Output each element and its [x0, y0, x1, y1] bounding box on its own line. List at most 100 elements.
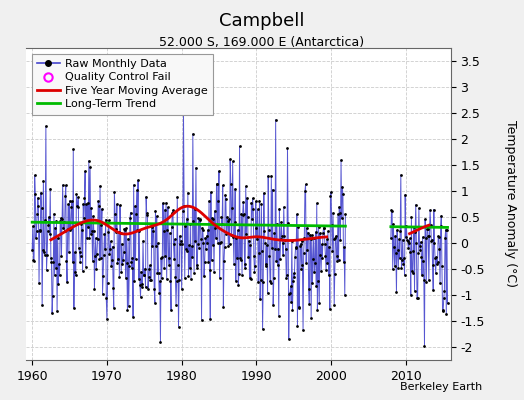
Point: [63, 279, 71, 286]
Point: [218, 220, 226, 227]
Point: [251, 263, 259, 269]
Point: [389, 221, 398, 227]
Point: [204, 258, 213, 265]
Point: [269, 275, 278, 281]
Point: [288, 306, 297, 313]
Point: [434, 234, 443, 240]
Point: [272, 221, 281, 227]
Point: [416, 247, 424, 254]
Point: [124, 236, 132, 242]
Point: [72, 272, 80, 279]
Point: [186, 221, 194, 227]
Point: [339, 191, 347, 197]
Point: [228, 158, 237, 164]
Point: [435, 246, 444, 252]
Point: [134, 177, 142, 184]
Point: [198, 224, 206, 231]
Point: [215, 274, 224, 281]
Point: [115, 274, 124, 280]
Point: [216, 240, 224, 246]
Point: [244, 254, 253, 260]
Point: [222, 231, 231, 238]
Point: [82, 201, 91, 208]
Point: [90, 228, 98, 234]
Point: [287, 283, 295, 290]
Point: [323, 236, 331, 242]
Point: [69, 146, 78, 152]
Point: [290, 274, 299, 280]
Point: [167, 307, 175, 314]
Point: [205, 198, 213, 204]
Point: [118, 261, 127, 267]
Point: [278, 233, 286, 240]
Point: [257, 200, 266, 207]
Point: [116, 230, 125, 236]
Point: [254, 206, 262, 213]
Point: [229, 234, 237, 240]
Point: [220, 258, 228, 264]
Point: [114, 256, 122, 262]
Point: [174, 323, 183, 330]
Point: [85, 158, 93, 164]
Point: [212, 234, 220, 241]
Point: [191, 238, 200, 244]
Point: [272, 258, 280, 264]
Point: [397, 264, 406, 271]
Point: [246, 242, 254, 248]
Point: [103, 316, 111, 322]
Point: [201, 235, 210, 242]
Point: [260, 228, 269, 234]
Point: [419, 234, 427, 240]
Point: [324, 272, 333, 278]
Point: [340, 259, 348, 266]
Point: [274, 262, 282, 269]
Point: [322, 267, 330, 274]
Point: [56, 272, 64, 278]
Point: [390, 263, 399, 270]
Point: [147, 277, 155, 283]
Point: [325, 306, 334, 312]
Point: [215, 168, 223, 174]
Point: [239, 198, 247, 205]
Point: [261, 239, 269, 246]
Point: [145, 274, 153, 280]
Point: [320, 224, 328, 231]
Point: [141, 284, 150, 290]
Point: [281, 236, 289, 243]
Point: [304, 286, 313, 293]
Point: [256, 296, 264, 303]
Point: [143, 212, 151, 218]
Point: [270, 230, 279, 236]
Point: [48, 310, 56, 317]
Point: [248, 216, 256, 222]
Point: [401, 191, 409, 198]
Point: [130, 203, 139, 210]
Point: [172, 302, 180, 308]
Point: [126, 210, 135, 216]
Point: [289, 278, 297, 284]
Point: [195, 216, 204, 222]
Point: [314, 224, 323, 230]
Point: [50, 272, 59, 278]
Point: [254, 279, 263, 286]
Point: [37, 205, 46, 211]
Point: [44, 221, 52, 228]
Point: [387, 207, 396, 213]
Point: [118, 241, 126, 248]
Point: [80, 214, 88, 221]
Point: [258, 248, 266, 254]
Point: [59, 182, 67, 188]
Point: [42, 123, 50, 129]
Point: [99, 272, 107, 279]
Point: [155, 270, 163, 276]
Point: [416, 242, 424, 249]
Point: [158, 254, 167, 260]
Point: [168, 210, 177, 217]
Point: [337, 215, 346, 221]
Point: [407, 292, 415, 298]
Point: [136, 282, 144, 288]
Point: [252, 198, 260, 204]
Point: [139, 272, 148, 278]
Point: [125, 303, 133, 309]
Point: [423, 226, 431, 232]
